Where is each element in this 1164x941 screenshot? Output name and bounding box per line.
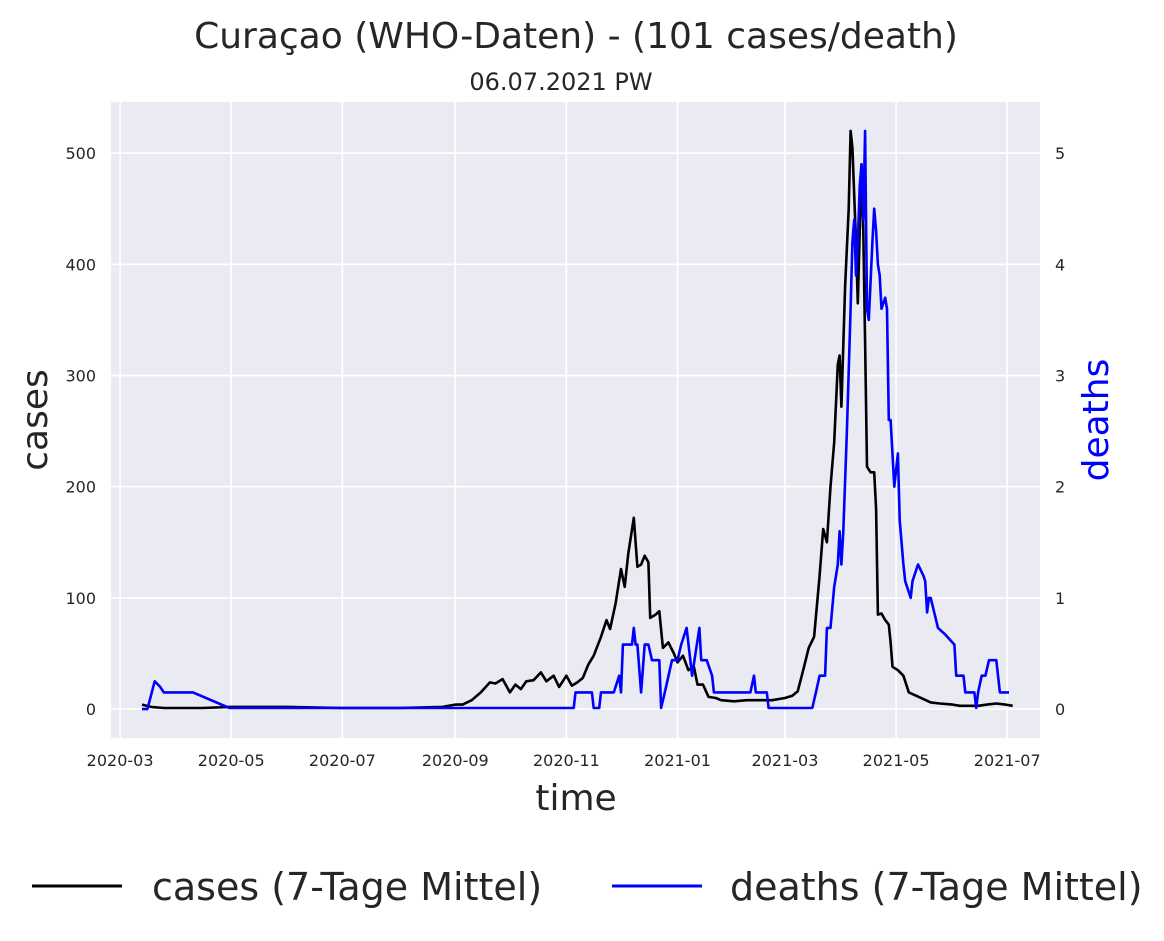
right-axis-ticks: 0 1 2 3 4 5	[1055, 144, 1065, 719]
chart-title: Curaçao (WHO-Daten) - (101 cases/death)	[194, 16, 958, 57]
y-axis-label-right: deaths	[1076, 359, 1117, 482]
left-axis-ticks: 0 100 200 300 400 500	[65, 144, 96, 719]
deaths-series-line	[142, 129, 1009, 711]
y-tick-label-left: 400	[65, 255, 96, 274]
x-tick-label: 2021-01	[644, 751, 711, 770]
y-tick-label-right: 2	[1055, 478, 1065, 497]
y-tick-label-right: 0	[1055, 700, 1065, 719]
y-tick-label-right: 4	[1055, 255, 1065, 274]
x-tick-label: 2021-05	[863, 751, 930, 770]
y-tick-label-right: 3	[1055, 367, 1065, 386]
x-tick-label: 2020-07	[309, 751, 376, 770]
y-tick-label-left: 0	[86, 700, 96, 719]
y-axis-label-left: cases	[15, 369, 56, 471]
x-tick-label: 2021-03	[752, 751, 819, 770]
y-tick-label-left: 500	[65, 144, 96, 163]
cases-series-line	[141, 129, 1013, 710]
x-tick-label: 2021-07	[974, 751, 1041, 770]
legend-label-cases: cases (7-Tage Mittel)	[152, 865, 542, 909]
x-tick-label: 2020-03	[87, 751, 154, 770]
chart-subtitle: 06.07.2021 PW	[469, 68, 652, 96]
x-tick-label: 2020-05	[198, 751, 265, 770]
y-tick-label-right: 1	[1055, 589, 1065, 608]
horizontal-gridlines	[111, 152, 1040, 710]
y-tick-label-right: 5	[1055, 144, 1065, 163]
y-tick-label-left: 100	[65, 589, 96, 608]
x-axis-ticks: 2020-03 2020-05 2020-07 2020-09 2020-11 2021-…	[87, 751, 1041, 770]
legend: cases (7-Tage Mittel) deaths (7-Tage Mit…	[32, 865, 1143, 909]
x-tick-label: 2020-11	[533, 751, 600, 770]
x-tick-label: 2020-09	[422, 751, 489, 770]
y-tick-label-left: 300	[65, 367, 96, 386]
x-axis-label: time	[535, 778, 616, 819]
series-lines	[141, 129, 1013, 711]
vertical-gridlines	[119, 102, 1009, 738]
legend-label-deaths: deaths (7-Tage Mittel)	[730, 865, 1143, 909]
plot-area	[111, 102, 1040, 738]
y-tick-label-left: 200	[65, 478, 96, 497]
